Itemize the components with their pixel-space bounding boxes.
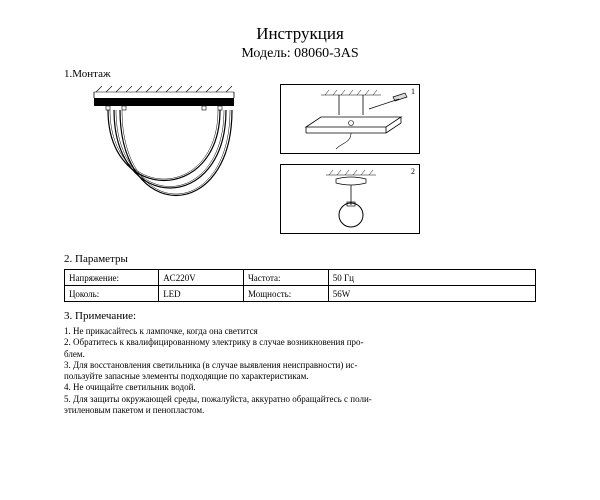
param-value: LED [159, 286, 244, 302]
note-line: 4. Не очищайте светильник водой. [64, 382, 536, 393]
model-line: Модель: 08060-3AS [64, 46, 536, 62]
illustration-row: 1 [64, 84, 536, 239]
section-1-heading: 1.Монтаж [64, 68, 536, 80]
model-label: Модель: [241, 46, 290, 61]
table-row: Напряжение: AC220V Частота: 50 Гц [65, 270, 536, 286]
param-label: Напряжение: [65, 270, 159, 286]
notes-block: 1. Не прикасайтесь к лампочке, когда она… [64, 326, 536, 416]
note-line: блем. [64, 349, 536, 360]
note-line: 2. Обратитесь к квалифицированному элект… [64, 337, 536, 348]
parameters-table: Напряжение: AC220V Частота: 50 Гц Цоколь… [64, 269, 536, 302]
instruction-page: Инструкция Модель: 08060-3AS 1.Монтаж [0, 0, 600, 436]
step-panel-2: 2 [280, 164, 420, 234]
page-title: Инструкция [64, 24, 536, 44]
note-line: 1. Не прикасайтесь к лампочке, когда она… [64, 326, 536, 337]
param-value: 56W [328, 286, 535, 302]
step-panel-1: 1 [280, 84, 420, 154]
note-line: 3. Для восстановления светильника (в слу… [64, 360, 536, 371]
param-label: Цоколь: [65, 286, 159, 302]
param-label: Частота: [243, 270, 328, 286]
table-row: Цоколь: LED Мощность: 56W [65, 286, 536, 302]
param-value: AC220V [159, 270, 244, 286]
step-panels: 1 [280, 84, 420, 234]
model-value: 08060-3AS [294, 46, 359, 61]
step-1-number: 1 [411, 87, 415, 96]
section-3-heading: 3. Примечание: [64, 310, 536, 322]
param-value: 50 Гц [328, 270, 535, 286]
section-2-heading: 2. Параметры [64, 253, 536, 265]
note-line: пользуйте запасные элементы подходящие п… [64, 371, 536, 382]
note-line: 5. Для защиты окружающей среды, пожалуйс… [64, 394, 536, 405]
note-line: этиленовым пакетом и пенопластом. [64, 405, 536, 416]
step-2-number: 2 [411, 167, 415, 176]
param-label: Мощность: [243, 286, 328, 302]
fixture-illustration [64, 84, 264, 239]
